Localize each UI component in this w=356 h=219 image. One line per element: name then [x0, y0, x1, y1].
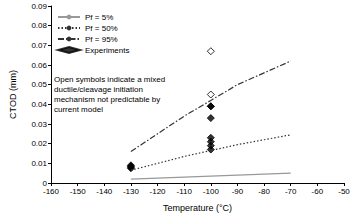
svg-text:0.09: 0.09 [31, 2, 47, 11]
svg-text:Pf = 50%: Pf = 50% [85, 24, 118, 33]
svg-text:Pf = 5%: Pf = 5% [85, 13, 113, 22]
svg-text:-60: -60 [312, 187, 324, 196]
svg-text:0.02: 0.02 [31, 139, 47, 148]
svg-text:Temperature (°C): Temperature (°C) [163, 203, 232, 213]
svg-text:-140: -140 [96, 187, 113, 196]
svg-text:-150: -150 [70, 187, 87, 196]
svg-text:current model: current model [54, 105, 103, 114]
svg-text:-130: -130 [123, 187, 140, 196]
svg-text:-90: -90 [232, 187, 244, 196]
svg-text:Open symbols indicate a mixed: Open symbols indicate a mixed [54, 75, 167, 84]
svg-text:-50: -50 [338, 187, 350, 196]
svg-text:0.07: 0.07 [31, 41, 47, 50]
svg-text:0.04: 0.04 [31, 100, 47, 109]
svg-text:0: 0 [42, 178, 47, 188]
svg-text:Experiments: Experiments [85, 46, 129, 55]
svg-text:ductile/cleavage initiation: ductile/cleavage initiation [54, 85, 145, 94]
svg-text:Pf = 95%: Pf = 95% [85, 35, 118, 44]
svg-text:-160: -160 [43, 187, 60, 196]
svg-text:-70: -70 [285, 187, 297, 196]
svg-text:0.08: 0.08 [31, 21, 47, 30]
svg-text:-120: -120 [150, 187, 167, 196]
svg-text:-110: -110 [176, 187, 192, 196]
svg-text:0.06: 0.06 [31, 61, 47, 70]
svg-text:0.05: 0.05 [31, 80, 47, 89]
svg-text:-100: -100 [203, 187, 220, 196]
svg-text:-80: -80 [258, 187, 270, 196]
svg-text:0.03: 0.03 [31, 120, 47, 129]
svg-text:CTOD (mm): CTOD (mm) [8, 70, 18, 119]
svg-text:mechanism not predictable by: mechanism not predictable by [54, 95, 163, 104]
svg-text:0.01: 0.01 [31, 159, 47, 168]
